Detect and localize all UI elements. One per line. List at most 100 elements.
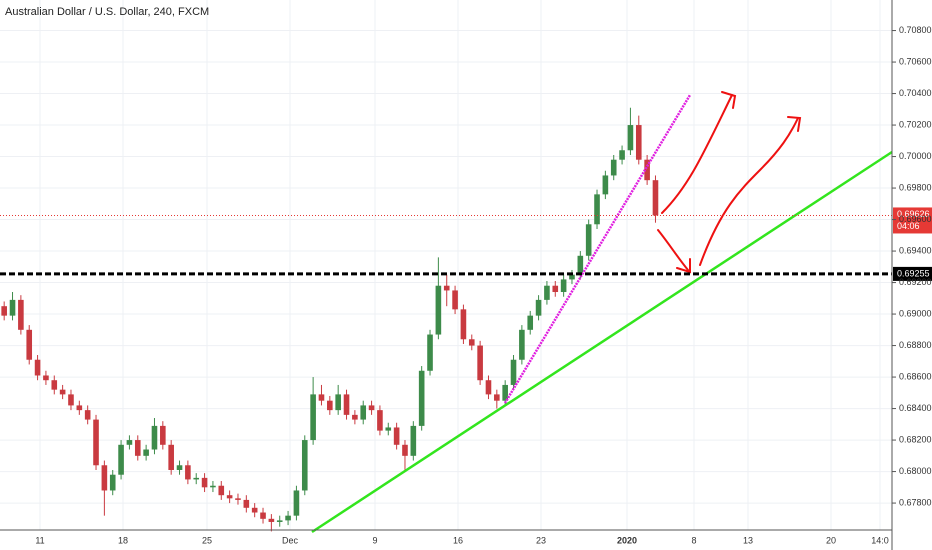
- y-tick-label: 0.67800: [899, 497, 932, 507]
- x-tick-label: 25: [202, 535, 212, 545]
- candle-body: [59, 389, 66, 395]
- candle-body: [26, 329, 33, 360]
- candle-body: [34, 359, 41, 376]
- y-tick-label: 0.68600: [899, 371, 932, 381]
- candle-body: [519, 329, 525, 360]
- candle-body: [552, 285, 559, 293]
- price-timer: 04:06: [897, 221, 920, 231]
- overlays: 0.69626 04:06 0.69255: [0, 207, 932, 281]
- candle-body: [452, 290, 458, 310]
- chart-title: Australian Dollar / U.S. Dollar, 240, FX…: [5, 6, 209, 18]
- y-tick-label: 0.70200: [899, 119, 932, 129]
- candle-body: [494, 394, 500, 401]
- candle-body: [301, 440, 308, 491]
- candle-body: [385, 427, 392, 431]
- candle-body: [435, 285, 442, 335]
- arrow: [661, 94, 733, 214]
- y-tick-label: 0.70400: [899, 88, 932, 98]
- y-tick-label: 0.69200: [899, 277, 932, 287]
- candle-body: [585, 224, 592, 256]
- y-tick-label: 0.68400: [899, 403, 932, 413]
- candle-body: [251, 507, 258, 513]
- candle-body: [443, 285, 450, 291]
- y-tick-label: 0.69800: [899, 182, 932, 192]
- candle-body: [176, 465, 183, 470]
- candle-body: [243, 499, 250, 508]
- candle-body: [260, 512, 266, 519]
- x-tick-label: 18: [118, 535, 128, 545]
- candles: [1, 107, 659, 532]
- candle-body: [68, 394, 74, 406]
- candle-body: [527, 315, 534, 330]
- y-tick-label: 0.69600: [899, 214, 932, 224]
- candle-body: [43, 375, 49, 381]
- candle-body: [185, 465, 191, 480]
- candle-body: [635, 125, 642, 160]
- arrow-head: [676, 258, 691, 274]
- trend-line-steep: [503, 94, 692, 404]
- x-tick-label: 8: [691, 535, 696, 545]
- grid: [0, 0, 892, 530]
- candle-body: [201, 477, 208, 488]
- candle-body: [594, 194, 600, 225]
- candle-body: [360, 405, 367, 420]
- arrow: [699, 117, 799, 266]
- candle-body: [101, 465, 108, 491]
- x-tick-label: 14:0: [871, 535, 889, 545]
- x-tick-label: 11: [35, 535, 44, 545]
- candle-body: [418, 370, 425, 426]
- x-tick-label: 9: [372, 535, 377, 545]
- candle-body: [577, 255, 584, 275]
- candle-body: [627, 125, 634, 151]
- arrows: [657, 91, 802, 274]
- candle-body: [327, 400, 333, 411]
- x-tick-label: Dec: [282, 535, 299, 545]
- candle-body: [510, 359, 517, 385]
- y-tick-label: 0.68200: [899, 434, 932, 444]
- candle-body: [293, 490, 300, 516]
- level-label: 0.69255: [897, 268, 930, 278]
- candle-body: [410, 425, 417, 456]
- candle-body: [160, 425, 166, 445]
- price-label-box: [893, 207, 932, 234]
- candle-body: [535, 299, 542, 316]
- price-label: 0.69626: [897, 209, 930, 219]
- y-tick-label: 0.70000: [899, 151, 932, 161]
- candle-body: [393, 427, 400, 445]
- candle-body: [226, 495, 233, 499]
- candle-body: [468, 339, 475, 346]
- candle-body: [610, 159, 617, 176]
- candle-body: [51, 380, 58, 390]
- y-tick-label: 0.69400: [899, 245, 932, 255]
- candle-body: [285, 515, 291, 521]
- candle-body: [118, 444, 124, 475]
- x-tick-label: 2020: [617, 535, 637, 545]
- candle-body: [84, 410, 91, 420]
- candle-body: [377, 410, 383, 431]
- x-tick-label: 13: [743, 535, 753, 545]
- candle-body: [193, 477, 200, 480]
- y-tick-label: 0.68800: [899, 340, 932, 350]
- y-tick-label: 0.70800: [899, 25, 932, 35]
- candle-body: [235, 498, 241, 500]
- candle-body: [544, 285, 550, 300]
- candle-body: [602, 175, 609, 195]
- level-label-box: [893, 266, 932, 281]
- candle-body: [485, 380, 492, 395]
- candle-body: [619, 150, 625, 160]
- candle-body: [168, 444, 174, 470]
- x-tick-label: 16: [453, 535, 463, 545]
- candle-body: [560, 279, 567, 293]
- candle-body: [1, 306, 7, 316]
- candle-body: [134, 440, 141, 456]
- candle-body: [93, 419, 99, 466]
- candle-body: [126, 440, 133, 445]
- candle-body: [218, 485, 225, 496]
- candle-body: [368, 405, 375, 411]
- y-tick-label: 0.68000: [899, 466, 932, 476]
- trend-line: [311, 150, 893, 534]
- candle-body: [644, 159, 650, 181]
- candle-body: [477, 345, 483, 381]
- candle-body: [502, 384, 508, 401]
